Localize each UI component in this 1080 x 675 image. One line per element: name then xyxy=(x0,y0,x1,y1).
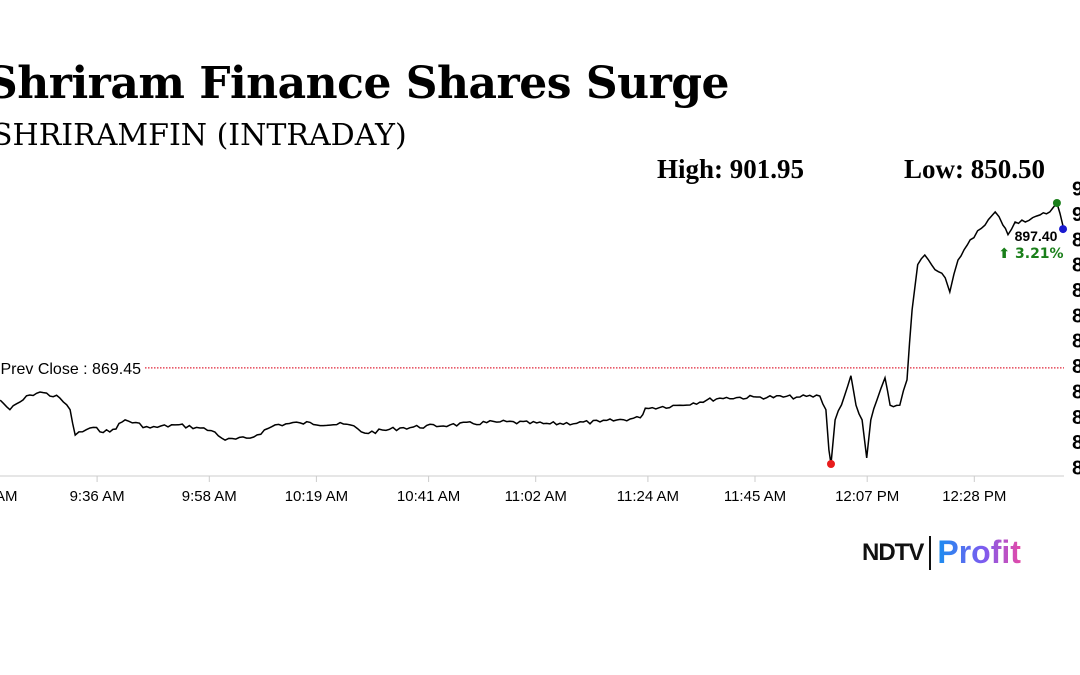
logo-profit: Profit xyxy=(937,534,1021,570)
x-tick-label: 12:07 PM xyxy=(835,488,899,505)
y-tick-label: 880 xyxy=(1072,305,1080,327)
x-tick-label: 10:41 AM xyxy=(397,488,460,505)
y-tick-label: 895 xyxy=(1072,229,1080,251)
logo-ndtv: NDTV xyxy=(862,538,924,566)
chart-subtitle: SHRIRAMFIN (INTRADAY) xyxy=(0,118,407,153)
high-point-dot xyxy=(1052,199,1061,207)
y-tick-label: 890 xyxy=(1072,255,1080,277)
ndtv-profit-logo: NDTV Profit xyxy=(862,534,1021,571)
y-tick-label: 885 xyxy=(1072,280,1080,302)
y-tick-label: 865 xyxy=(1072,381,1080,403)
y-tick-label: 905 xyxy=(1072,179,1080,201)
x-tick-label: 12:28 PM xyxy=(942,488,1006,505)
y-tick-label: 850 xyxy=(1072,458,1080,480)
change-label: ⬆ 3.21% xyxy=(998,246,1063,262)
y-tick-label: 855 xyxy=(1072,432,1080,454)
high-label: High: 901.95 xyxy=(657,154,805,184)
low-point-dot xyxy=(826,460,835,468)
prev-close-label: Prev Close : 869.45 xyxy=(0,361,141,378)
price-line xyxy=(0,201,1064,465)
y-tick-label: 860 xyxy=(1072,407,1080,429)
x-tick-label: 9:36 AM xyxy=(70,488,125,505)
chart-title: Shriram Finance Shares Surge xyxy=(0,58,730,109)
y-tick-label: 870 xyxy=(1072,356,1080,378)
x-tick-label: 11:24 AM xyxy=(617,488,679,505)
x-tick-label: 11:02 AM xyxy=(505,488,567,505)
last-price-dot xyxy=(1059,225,1068,234)
x-tick-label: 9:15 AM xyxy=(0,488,18,505)
low-label: Low: 850.50 xyxy=(904,154,1045,184)
logo-separator xyxy=(929,535,932,570)
x-tick-label: 9:58 AM xyxy=(182,488,237,505)
x-tick-label: 11:45 AM xyxy=(724,488,786,505)
x-tick-label: 10:19 AM xyxy=(285,488,348,505)
last-price-label: 897.40 xyxy=(1015,228,1058,244)
y-tick-label: 900 xyxy=(1072,204,1080,226)
y-tick-label: 875 xyxy=(1072,331,1080,353)
